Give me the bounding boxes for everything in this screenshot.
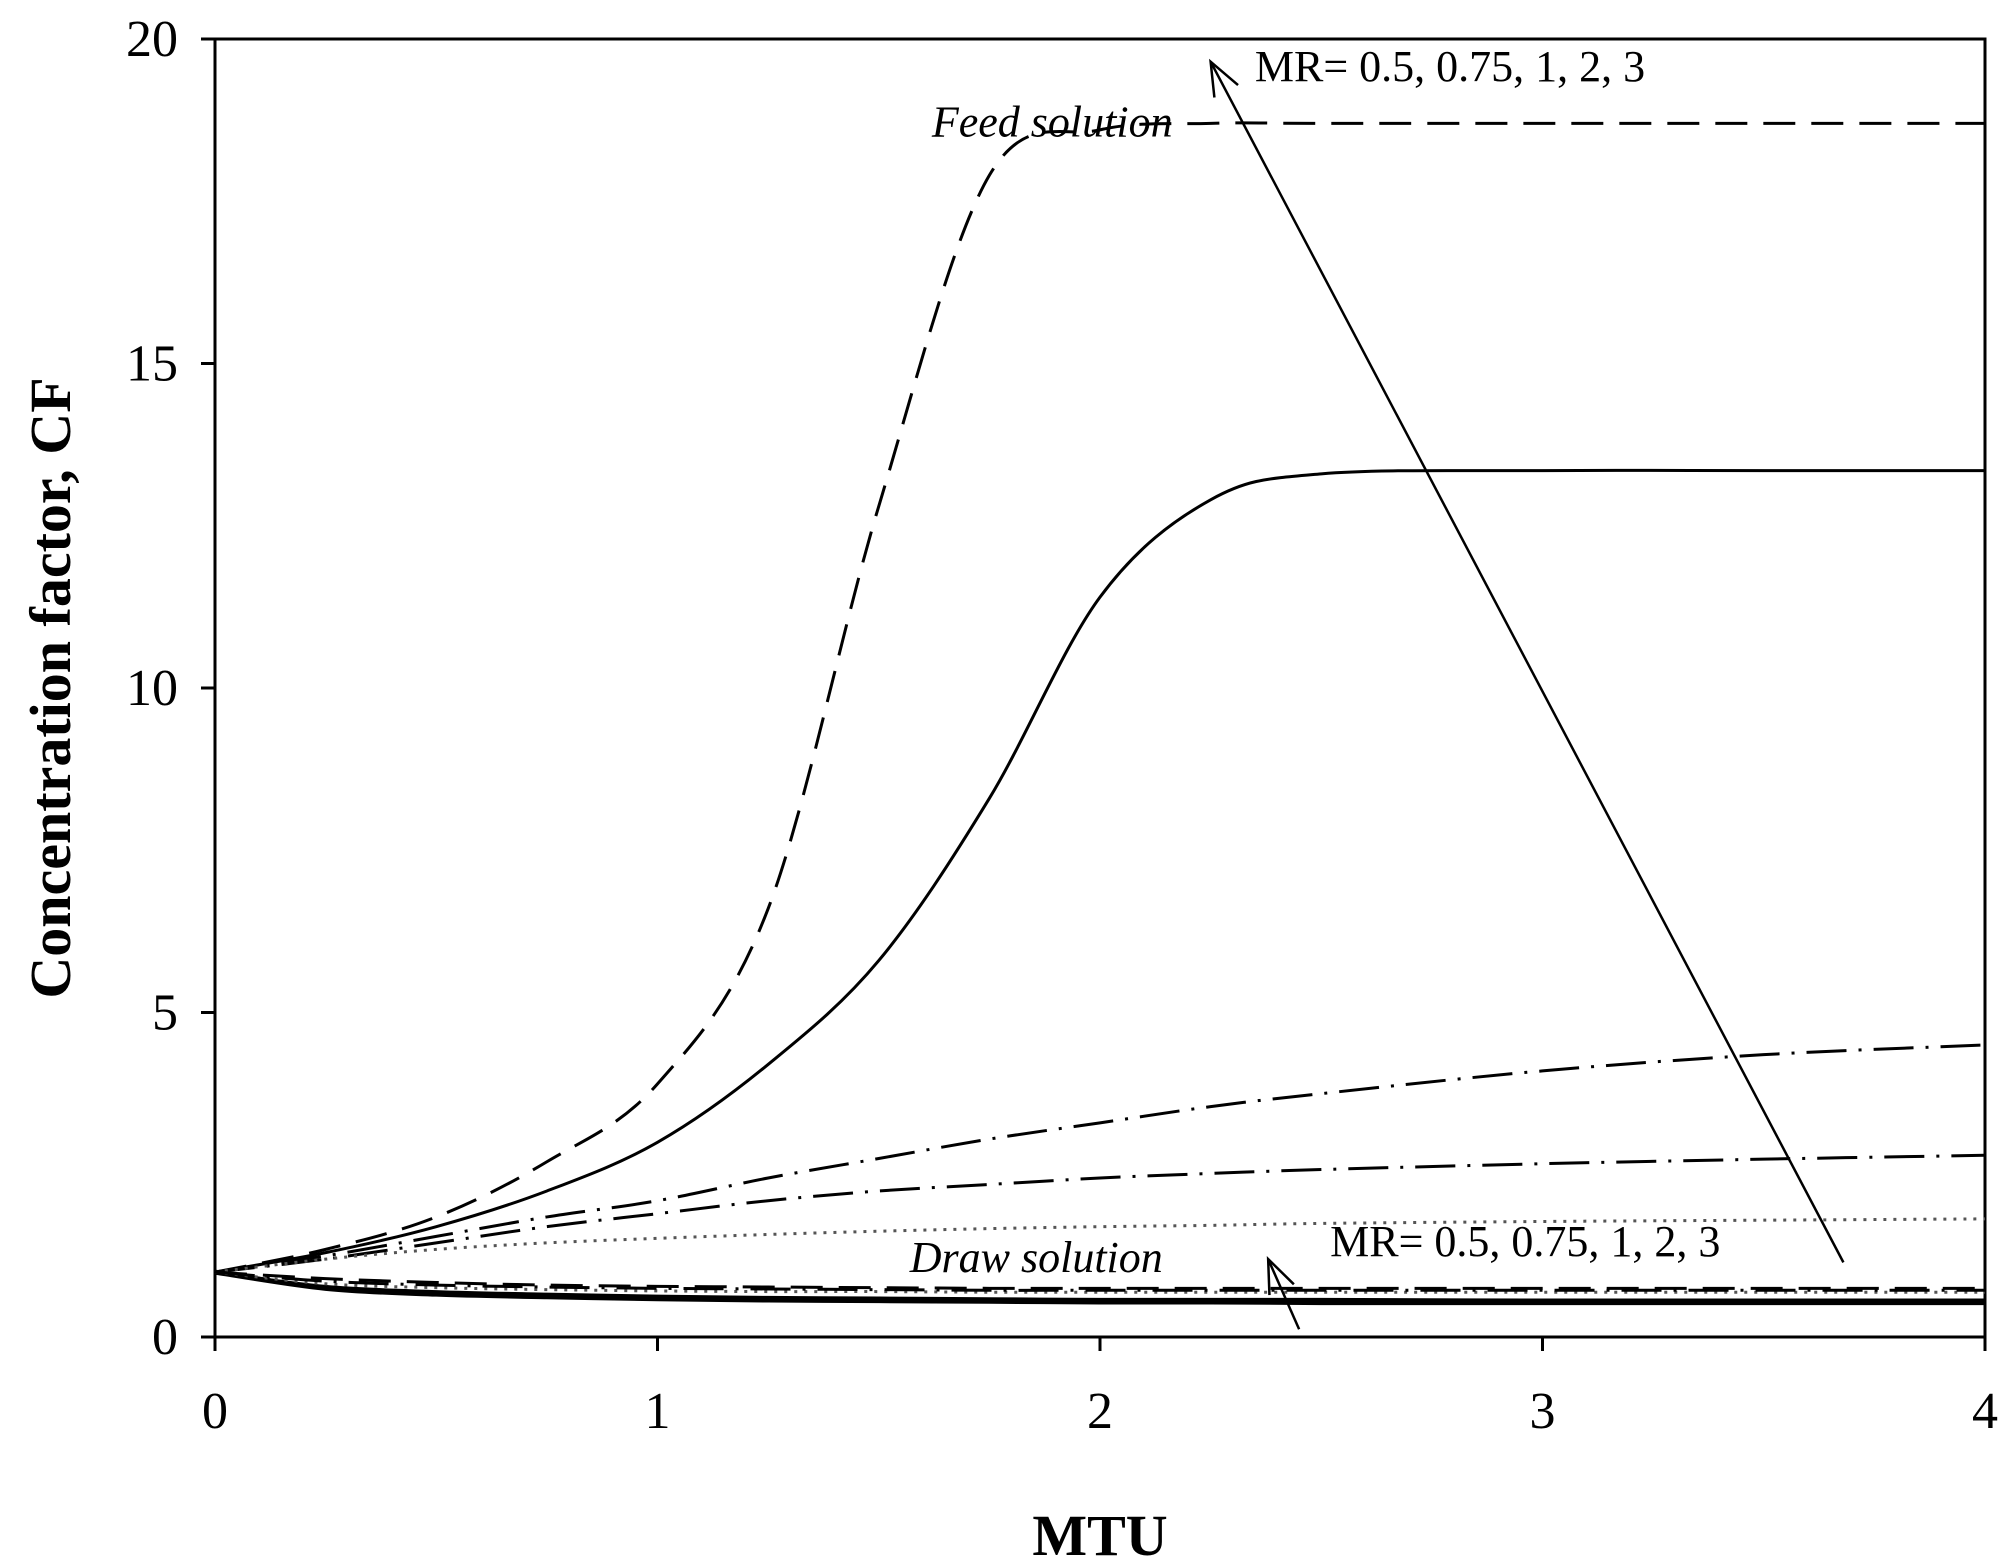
x-tick-label: 1 xyxy=(645,1383,671,1440)
draw-arrow-shaft xyxy=(1267,1258,1301,1330)
series-line-draw-6 xyxy=(214,1269,1986,1306)
feed-arrow-shaft xyxy=(1209,61,1845,1263)
y-tick-label: 10 xyxy=(126,660,178,717)
series-line-draw-10 xyxy=(214,1270,1985,1290)
feed-arrow-head xyxy=(1209,58,1239,98)
series-line-draw-9 xyxy=(214,1270,1985,1292)
y-tick-label: 20 xyxy=(126,11,178,68)
x-axis-title: MTU xyxy=(1032,1503,1167,1563)
annotation-layer: Feed solution MR= 0.5, 0.75, 1, 2, 3 Draw … xyxy=(909,42,1721,1282)
y-tick-label: 5 xyxy=(152,985,178,1042)
x-tick-label: 0 xyxy=(202,1383,228,1440)
series-line-draw-7 xyxy=(214,1270,1985,1302)
arrow-layer xyxy=(1209,58,1845,1330)
series-line-feed-4 xyxy=(214,1153,1986,1274)
series-line-draw-8 xyxy=(214,1270,1985,1294)
annotation-feed-label: Feed solution xyxy=(931,97,1173,146)
series-line-feed-1 xyxy=(214,121,1985,1274)
series-line-feed-5 xyxy=(214,1217,1986,1274)
x-tick-label: 4 xyxy=(1972,1383,1998,1440)
annotation-feed-mr: MR= 0.5, 0.75, 1, 2, 3 xyxy=(1255,42,1645,91)
y-tick-label: 15 xyxy=(126,336,178,393)
annotation-draw-label: Draw solution xyxy=(909,1233,1163,1282)
series-line-feed-2 xyxy=(214,468,1985,1274)
x-tick-label: 3 xyxy=(1530,1383,1556,1440)
x-tick-label: 2 xyxy=(1087,1383,1113,1440)
tick-layer: 0 1 2 3 4 0 5 10 15 20 xyxy=(126,11,1998,1440)
y-axis-title: Concentration factor, CF xyxy=(18,377,83,998)
draw-arrow-head xyxy=(1266,1256,1295,1296)
series-layer xyxy=(214,121,1986,1306)
annotation-draw-mr: MR= 0.5, 0.75, 1, 2, 3 xyxy=(1330,1217,1720,1266)
y-tick-label: 0 xyxy=(152,1309,178,1366)
